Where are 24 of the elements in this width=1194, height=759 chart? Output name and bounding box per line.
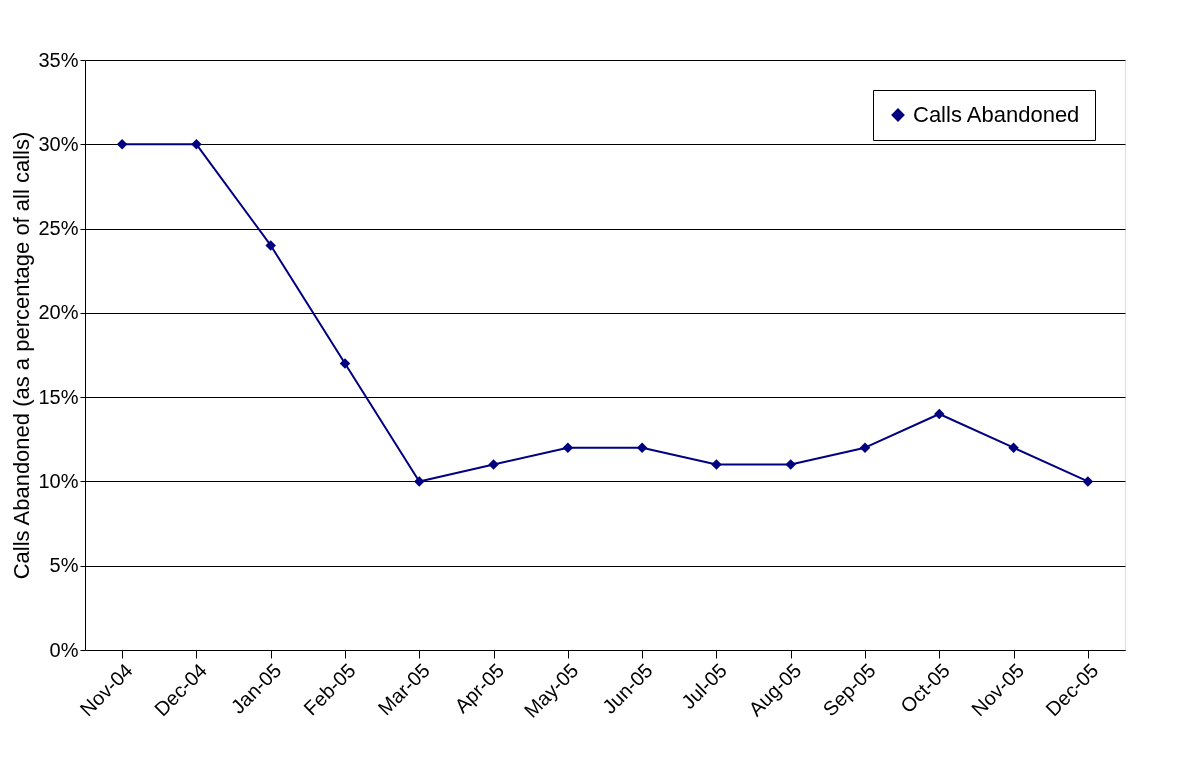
point	[191, 139, 202, 150]
y-tick-label: 0%	[49, 638, 79, 661]
point	[562, 442, 574, 453]
point	[711, 459, 722, 470]
y-axis-title: Calls Abandoned (as a percentage of all calls)	[9, 131, 35, 580]
legend-label: Calls Abandoned	[913, 102, 1080, 127]
point	[636, 442, 648, 453]
point	[488, 459, 499, 470]
point	[859, 442, 871, 453]
y-tick-label: 10%	[38, 469, 79, 492]
point	[414, 476, 425, 487]
y-tick-label: 20%	[38, 301, 79, 324]
y-tick-label: 35%	[38, 48, 79, 71]
point	[934, 408, 945, 420]
point	[265, 240, 276, 251]
point	[785, 459, 796, 470]
y-tick-label: 25%	[38, 217, 79, 240]
y-tick-label: 15%	[38, 385, 79, 408]
point	[339, 358, 351, 369]
point	[116, 139, 128, 150]
y-tick-label: 5%	[49, 554, 79, 577]
point	[1008, 442, 1019, 453]
y-tick-label: 30%	[38, 132, 79, 155]
point	[1082, 476, 1094, 487]
